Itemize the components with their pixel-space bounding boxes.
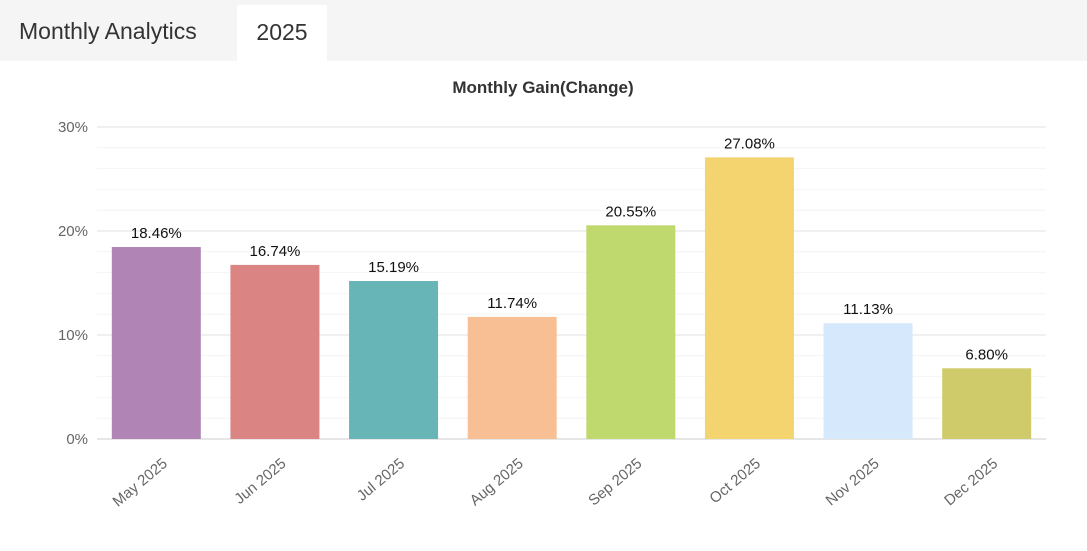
tab-label: 2025 — [256, 19, 308, 45]
bar[interactable] — [349, 281, 439, 439]
x-tick-label: Jun 2025 — [231, 455, 289, 508]
bar-value-label: 27.08% — [724, 135, 775, 152]
x-axis: May 2025 Jun 2025 Jul 2025 Aug 2025 Sep 2025… — [109, 455, 1001, 510]
x-tick-label: May 2025 — [109, 455, 170, 510]
bar[interactable] — [823, 323, 913, 439]
chart-title: Monthly Gain(Change) — [452, 78, 633, 97]
y-tick-label: 0% — [66, 431, 88, 448]
bar-value-label: 16.74% — [250, 243, 301, 260]
header-bar: Monthly Analytics 2025 — [0, 0, 1087, 61]
x-tick-label: Sep 2025 — [585, 455, 645, 509]
x-tick-label: Dec 2025 — [941, 455, 1001, 509]
x-tick-label: Nov 2025 — [823, 455, 883, 509]
bar[interactable] — [111, 247, 201, 439]
bar[interactable] — [586, 225, 676, 439]
y-tick-label: 30% — [58, 119, 88, 136]
bar-value-label: 11.74% — [487, 295, 537, 312]
bar[interactable] — [467, 316, 557, 439]
bar-chart: Monthly Gain(Change) 0%10%20%30% 18.46%1… — [58, 78, 1046, 510]
bar[interactable] — [942, 368, 1032, 439]
bar-value-label: 11.13% — [843, 301, 893, 318]
y-axis: 0% 10% 20% 30% — [58, 119, 88, 448]
y-tick-label: 20% — [58, 223, 88, 240]
value-labels-group: 18.46% 16.74% 15.19% 11.74% 20.55% 27.08% 11.1… — [131, 135, 1008, 363]
bars-group — [111, 157, 1032, 440]
bar-value-label: 20.55% — [605, 203, 656, 220]
y-tick-label: 10% — [58, 327, 88, 344]
bar[interactable] — [230, 264, 320, 439]
x-tick-label: Aug 2025 — [467, 455, 527, 509]
bar-value-label: 18.46% — [131, 225, 182, 242]
bar-value-label: 6.80% — [965, 346, 1008, 363]
chart-container: Monthly Gain(Change) 0% 10% 20% 30% 18.46% 1… — [0, 61, 1087, 546]
bar[interactable] — [704, 157, 794, 440]
page-title: Monthly Analytics — [19, 18, 197, 44]
bar-value-label: 15.19% — [368, 259, 419, 276]
x-tick-label: Jul 2025 — [354, 455, 408, 504]
x-tick-label: Oct 2025 — [706, 455, 764, 507]
tab-2025[interactable]: 2025 — [237, 5, 327, 61]
